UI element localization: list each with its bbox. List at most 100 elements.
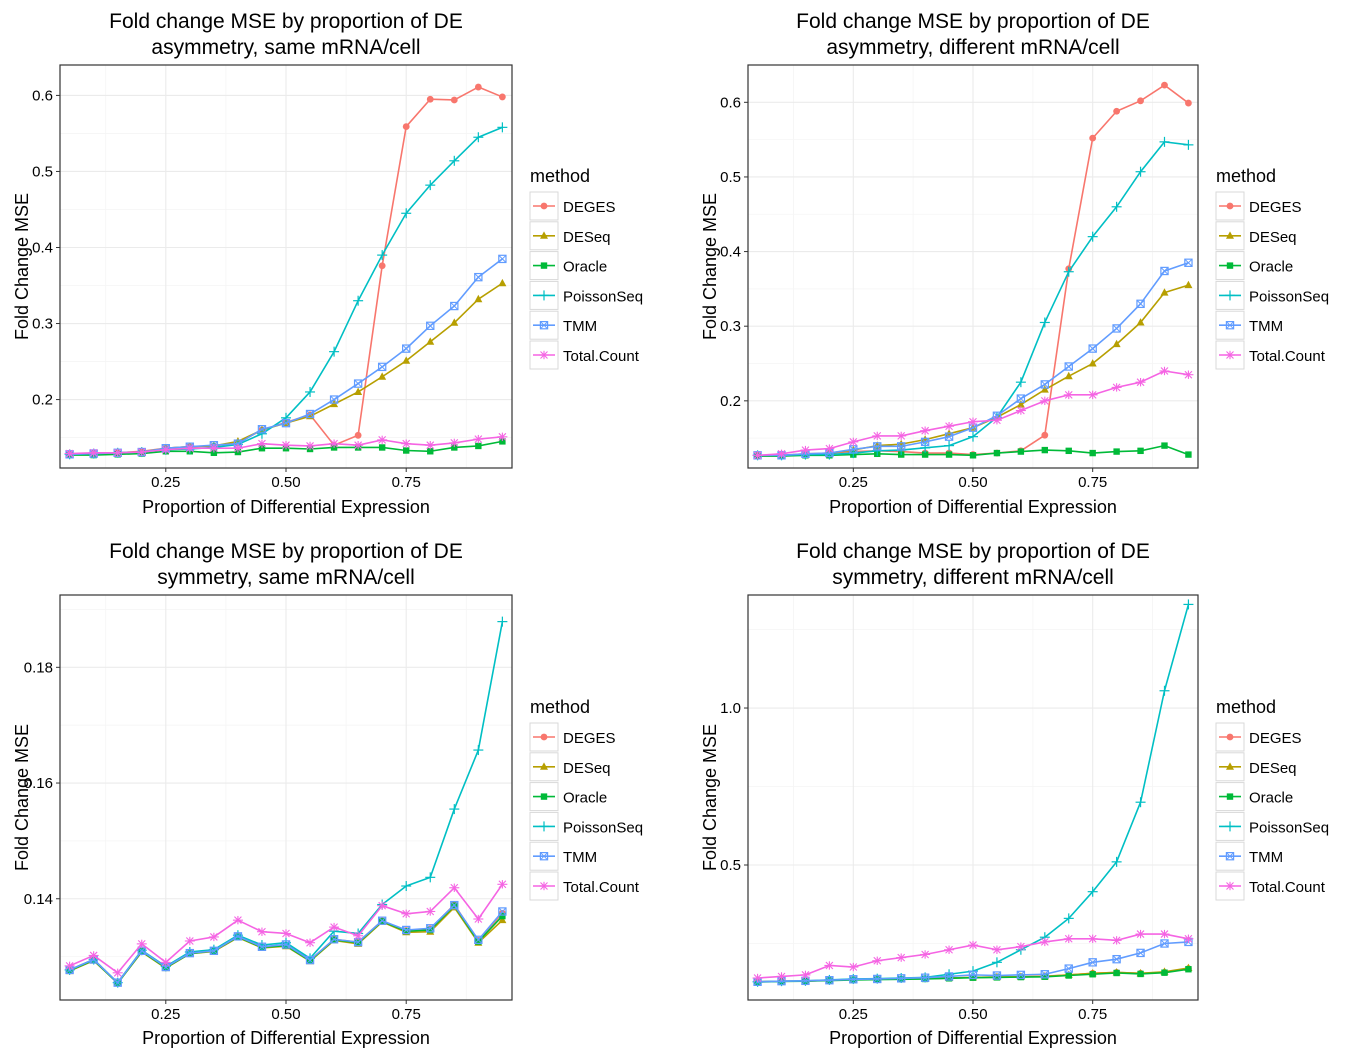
legend-key-marker [539, 350, 549, 360]
legend-title: method [1216, 166, 1276, 186]
point-tmm [113, 978, 122, 987]
point-total-count [281, 929, 291, 938]
legend-label: DEGES [563, 730, 616, 747]
legend-label: DEGES [563, 199, 616, 216]
legend-key-marker [539, 290, 549, 301]
point-tmm [474, 272, 483, 282]
point-total-count [425, 440, 436, 450]
y-tick-label: 0.5 [720, 857, 741, 874]
point-deseq [1112, 339, 1121, 348]
legend-item-tmm: TMM [529, 841, 597, 871]
panel-border [747, 64, 1199, 469]
point-total-count [401, 439, 412, 448]
legend-label: TMM [1249, 849, 1283, 866]
x-tick-label: 0.50 [271, 474, 300, 491]
point-total-count [848, 962, 859, 972]
point-oracle [403, 447, 410, 454]
point-tmm [1112, 954, 1121, 964]
chart-subtitle: asymmetry, same mRNA/cell [151, 36, 420, 59]
point-total-count [305, 441, 316, 451]
y-tick-label: 0.6 [720, 94, 741, 111]
y-tick-label: 0.2 [720, 393, 741, 410]
point-tmm [353, 379, 363, 388]
point-oracle [1065, 447, 1072, 455]
point-oracle [499, 912, 506, 920]
legend-label: Total.Count [1249, 879, 1326, 896]
point-total-count [1159, 366, 1170, 376]
legend-key-marker [1225, 851, 1235, 861]
point-poissonseq [449, 804, 460, 815]
point-total-count [920, 950, 931, 959]
point-total-count [1183, 370, 1194, 379]
legend-key-marker [1225, 350, 1235, 360]
point-poissonseq [401, 881, 412, 892]
point-total-count [920, 426, 931, 435]
y-tick-label: 0.3 [32, 316, 53, 333]
point-oracle [969, 452, 977, 459]
point-total-count [1135, 929, 1146, 939]
legend-item-oracle: Oracle [1215, 251, 1293, 281]
legend-item-total-count: Total.Count [1215, 340, 1326, 370]
point-deges [498, 93, 506, 101]
point-poissonseq [920, 442, 931, 453]
point-oracle [969, 974, 977, 981]
point-poissonseq [1183, 139, 1194, 150]
legend-key-marker [540, 262, 548, 269]
point-total-count [497, 880, 508, 889]
legend-key-marker [540, 733, 548, 741]
legend-item-poissonseq: PoissonSeq [1215, 811, 1329, 841]
point-total-count [1063, 390, 1074, 400]
point-tmm [474, 935, 483, 945]
point-oracle [1065, 972, 1072, 979]
point-poissonseq [473, 745, 484, 756]
series-total-count [752, 366, 1194, 460]
legend-label: DESeq [1249, 760, 1297, 777]
point-tmm [1088, 344, 1097, 353]
chart-title: Fold change MSE by proportion of DE [109, 540, 463, 563]
legend-key-marker [1225, 821, 1235, 832]
legend-label: Total.Count [563, 348, 640, 365]
point-oracle [1137, 970, 1144, 978]
point-total-count [1087, 934, 1098, 943]
point-oracle [1161, 969, 1168, 976]
point-poissonseq [425, 180, 436, 191]
point-poissonseq [1039, 317, 1050, 328]
legend-item-total-count: Total.Count [529, 340, 640, 370]
legend-key-marker [1226, 733, 1234, 741]
legend-label: Oracle [563, 259, 607, 276]
point-total-count [944, 945, 955, 954]
panel-border [747, 594, 1199, 1001]
point-poissonseq [991, 957, 1002, 968]
point-poissonseq [1159, 136, 1170, 147]
chart-subtitle: symmetry, same mRNA/cell [157, 566, 414, 589]
point-poissonseq [1063, 913, 1074, 924]
point-total-count [184, 444, 195, 453]
point-oracle [1161, 442, 1168, 449]
point-total-count [329, 439, 340, 448]
point-poissonseq [353, 295, 364, 306]
y-tick-label: 0.14 [24, 891, 53, 908]
point-tmm [896, 442, 906, 451]
point-oracle [210, 449, 218, 456]
point-deges [426, 95, 434, 103]
point-total-count [401, 909, 412, 918]
point-deges [1185, 99, 1192, 107]
point-total-count [1135, 377, 1146, 387]
y-tick-label: 0.4 [32, 239, 53, 256]
point-tmm [305, 409, 315, 419]
point-oracle [475, 442, 482, 450]
point-tmm [873, 974, 882, 984]
point-oracle [475, 938, 482, 945]
legend-key-marker [1226, 202, 1234, 210]
point-tmm [377, 362, 387, 372]
legend-key-marker [540, 762, 548, 770]
x-tick-label: 0.25 [151, 474, 180, 491]
point-tmm [233, 932, 243, 941]
legend-item-deges: DEGES [1215, 722, 1302, 752]
point-poissonseq [449, 155, 460, 166]
y-axis-label: Fold Change MSE [12, 724, 32, 871]
point-total-count [160, 445, 171, 454]
point-total-count [1015, 942, 1026, 951]
x-tick-label: 0.50 [958, 474, 987, 491]
